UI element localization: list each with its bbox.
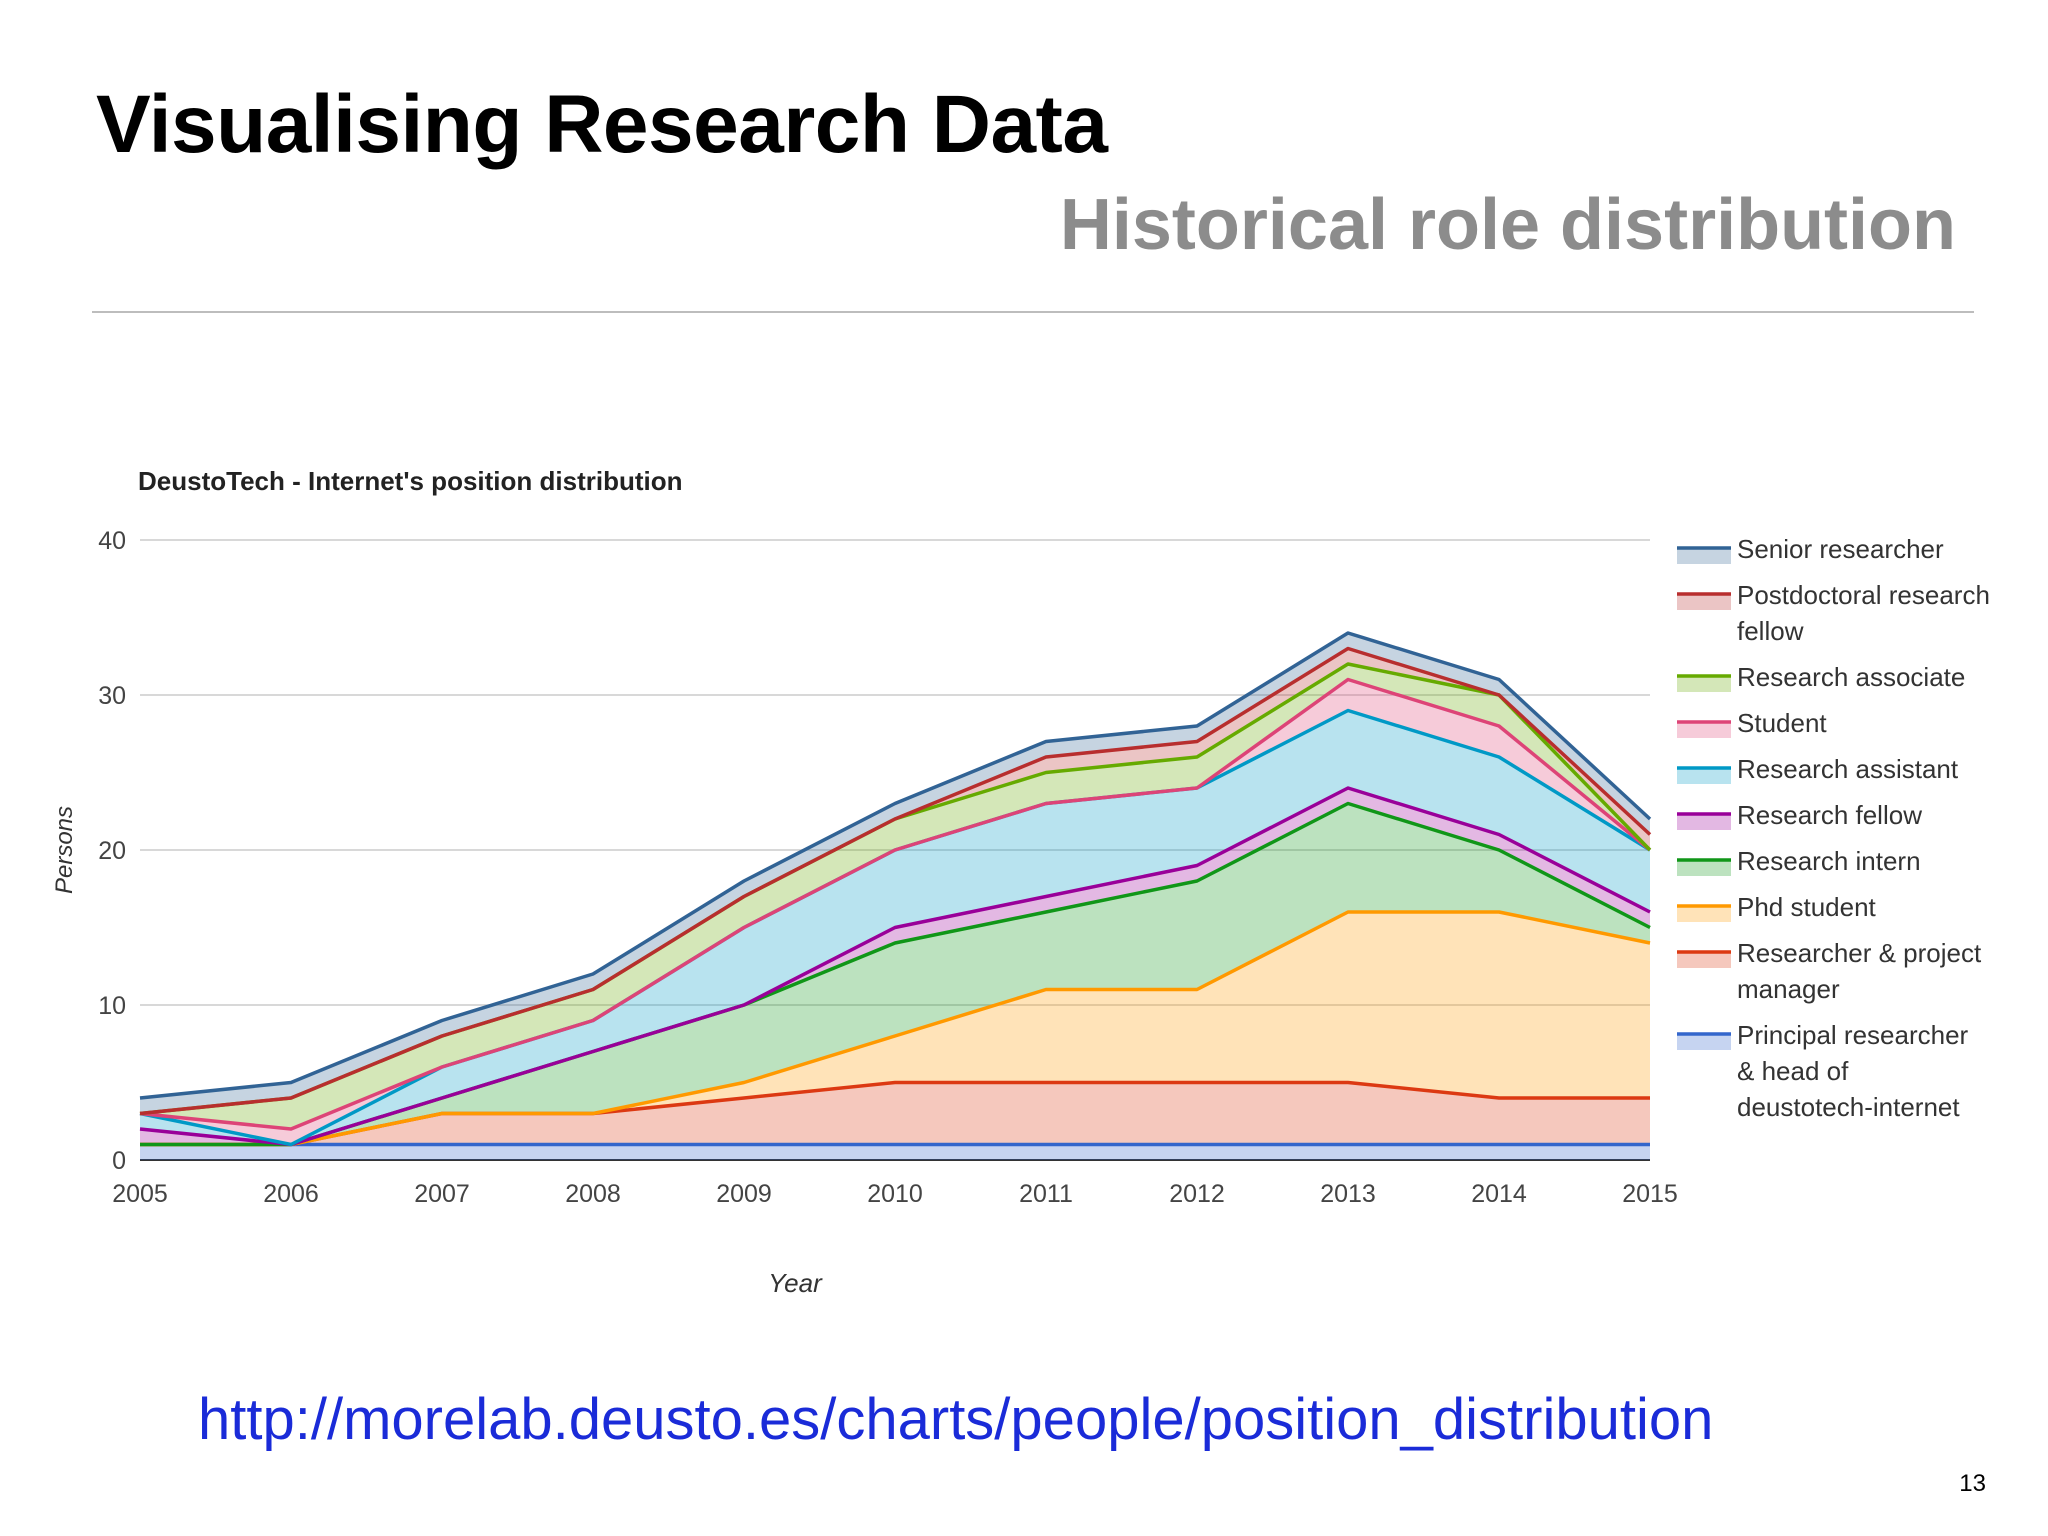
x-tick-label-2009: 2009 [716,1180,772,1208]
y-tick-label-10: 10 [98,992,126,1020]
legend-swatch [1677,722,1731,738]
legend-label: Research intern [1737,846,1921,876]
y-tick-label-40: 40 [98,527,126,555]
area-research-intern [140,803,1650,1145]
stacked-area-chart: DeustoTech - Internet's position distrib… [51,466,1990,1298]
line-research-fellow [139,786,1651,1147]
y-axis-label: Persons [51,806,78,894]
legend-swatch [1677,952,1731,968]
legend-item-research-assistant: Research assistant [1677,754,1959,784]
chart-title: DeustoTech - Internet's position distrib… [138,466,682,496]
y-tick-label-30: 30 [98,682,126,710]
chart-container: DeustoTech - Internet's position distrib… [40,450,2030,1330]
x-axis-ticks: 2005 2006 2007 2008 2009 2010 2011 2012 2013 2014… [112,1180,1678,1208]
slide-subtitle: Historical role distribution [1059,185,1956,265]
legend-label: Senior researcher [1737,534,1944,564]
legend-item-research-fellow: Research fellow [1677,800,1922,830]
legend-item-principal-researcher-head-of-deustotech-internet: Principal researcher & head of deustotech-… [1677,1020,1969,1122]
legend-label: Researcher & project manager [1737,938,1982,1004]
line-student [139,677,1652,1131]
source-url-link[interactable]: http://morelab.deusto.es/charts/people/p… [198,1387,1714,1452]
legend-label: Phd student [1737,892,1877,922]
x-tick-label-2007: 2007 [414,1180,470,1208]
title-divider [92,311,1974,313]
line-senior-researcher [139,631,1652,1100]
legend-label: Research fellow [1737,800,1922,830]
legend-item-phd-student: Phd student [1677,892,1877,922]
x-tick-label-2011: 2011 [1019,1180,1073,1208]
legend-swatch [1677,814,1731,830]
y-tick-label-0: 0 [112,1147,126,1175]
legend-label: Principal researcher & head of deustotech-… [1737,1020,1969,1122]
x-tick-label-2010: 2010 [867,1180,923,1208]
legend-swatch [1677,676,1731,692]
legend-item-research-intern: Research intern [1677,846,1921,876]
legend-swatch [1677,594,1731,610]
x-tick-label-2006: 2006 [263,1180,319,1208]
line-postdoctoral-research-fellow [139,646,1652,1116]
y-tick-label-20: 20 [98,837,126,865]
area-researcher-project-manager [140,1082,1650,1145]
chart-lines [139,631,1652,1147]
x-tick-label-2013: 2013 [1320,1180,1376,1208]
legend-swatch [1677,860,1731,876]
area-principal-researcher-head-of-deustotech-internet [140,1144,1650,1160]
x-tick-label-2012: 2012 [1169,1180,1225,1208]
legend-label: Postdoctoral research fellow [1737,580,1990,646]
legend-swatch [1677,548,1731,564]
legend-swatch [1677,768,1731,784]
x-tick-label-2014: 2014 [1471,1180,1527,1208]
legend-swatch [1677,1034,1731,1050]
legend-item-senior-researcher: Senior researcher [1677,534,1944,564]
legend-item-researcher-project-manager: Researcher & project manager [1677,938,1982,1004]
x-axis-label: Year [768,1268,823,1298]
legend-label: Student [1737,708,1827,738]
legend-item-postdoctoral-research-fellow: Postdoctoral research fellow [1677,580,1990,646]
legend-swatch [1677,906,1731,922]
y-axis-ticks: 0 10 20 30 40 [98,527,126,1175]
page-number: 13 [1959,1470,1986,1497]
x-tick-label-2008: 2008 [565,1180,621,1208]
chart-legend: Senior researcher Postdoctoral research fe… [1677,534,1990,1122]
area-phd-student [140,912,1650,1145]
x-tick-label-2005: 2005 [112,1180,168,1208]
legend-item-research-associate: Research associate [1677,662,1965,692]
line-phd-student [140,910,1651,1147]
legend-label: Research associate [1737,662,1965,692]
legend-item-student: Student [1677,708,1827,738]
x-tick-label-2015: 2015 [1622,1180,1678,1208]
legend-label: Research assistant [1737,754,1959,784]
slide-title: Visualising Research Data [96,79,1108,170]
